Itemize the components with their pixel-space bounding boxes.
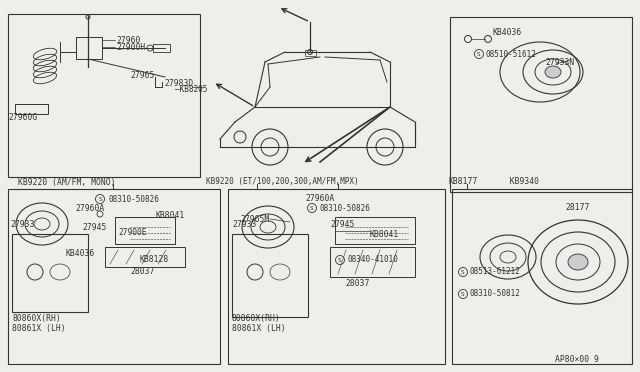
Text: 27965M: 27965M <box>240 215 269 224</box>
Text: AP80×00 9: AP80×00 9 <box>555 356 599 365</box>
Text: S: S <box>310 205 314 211</box>
Text: 27933: 27933 <box>10 219 35 228</box>
Text: 80860X(RH): 80860X(RH) <box>12 314 61 324</box>
Text: 08310-50826: 08310-50826 <box>108 195 159 203</box>
Text: 27945: 27945 <box>82 222 106 231</box>
Text: 27965: 27965 <box>130 71 154 80</box>
Text: 27933N: 27933N <box>545 58 574 67</box>
Text: KB9340: KB9340 <box>500 176 539 186</box>
Text: S: S <box>98 196 102 202</box>
Text: 80860X(RH): 80860X(RH) <box>232 314 281 324</box>
Text: 08340-41010: 08340-41010 <box>348 256 399 264</box>
Text: 08510-51612: 08510-51612 <box>486 49 537 58</box>
Text: 27960: 27960 <box>116 35 140 45</box>
Text: KB8041: KB8041 <box>155 211 184 219</box>
Text: 08513-61212: 08513-61212 <box>470 267 521 276</box>
Text: 28037: 28037 <box>130 267 154 276</box>
Ellipse shape <box>568 254 588 270</box>
Text: 08310-50826: 08310-50826 <box>320 203 371 212</box>
Text: KB9220 (ET/100,200,300,AM/FM,MPX): KB9220 (ET/100,200,300,AM/FM,MPX) <box>206 176 358 186</box>
Text: 27945: 27945 <box>330 219 355 228</box>
Text: S: S <box>461 292 465 296</box>
Text: S: S <box>477 51 481 57</box>
Text: 08310-50812: 08310-50812 <box>470 289 521 298</box>
Text: 28177: 28177 <box>565 202 589 212</box>
Text: 27900E: 27900E <box>118 228 147 237</box>
Text: 28037: 28037 <box>345 279 369 289</box>
Text: S: S <box>461 269 465 275</box>
Text: 27960G: 27960G <box>8 112 37 122</box>
Text: KB8177: KB8177 <box>449 176 478 186</box>
Text: KB9220 (AM/FM, MONO): KB9220 (AM/FM, MONO) <box>18 177 115 186</box>
Text: 27960A: 27960A <box>305 193 334 202</box>
Text: —KB8205: —KB8205 <box>175 84 207 93</box>
Text: S: S <box>338 257 342 263</box>
Text: 27960A: 27960A <box>75 203 104 212</box>
Ellipse shape <box>545 66 561 78</box>
Text: 80861X (LH): 80861X (LH) <box>232 324 285 334</box>
Text: KB4036: KB4036 <box>65 250 94 259</box>
Text: KB8128: KB8128 <box>140 254 169 263</box>
Text: 80861X (LH): 80861X (LH) <box>12 324 66 334</box>
Text: 27983D: 27983D <box>164 78 193 87</box>
Text: KB8041: KB8041 <box>370 230 399 238</box>
Text: 27933: 27933 <box>232 219 257 228</box>
Text: KB4036: KB4036 <box>493 28 522 36</box>
Text: 27900H: 27900H <box>116 42 145 51</box>
